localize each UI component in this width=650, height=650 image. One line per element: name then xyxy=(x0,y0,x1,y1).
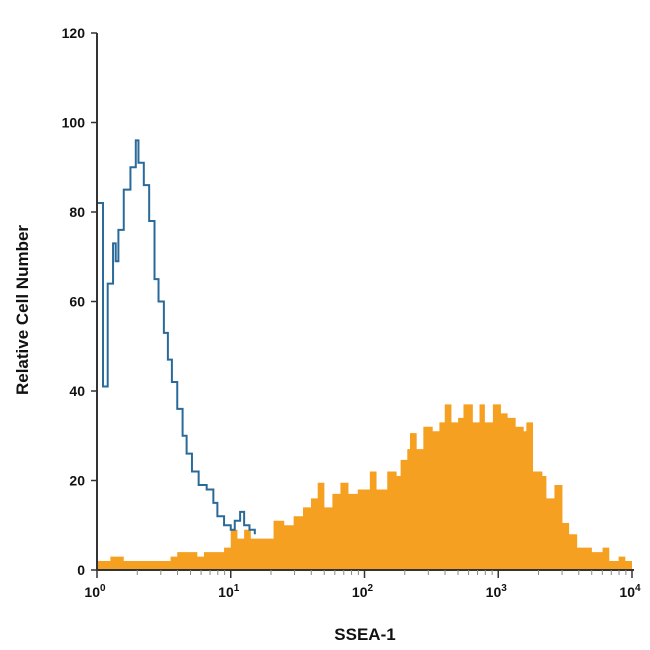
y-tick-label: 20 xyxy=(69,473,85,489)
y-tick-label: 120 xyxy=(62,25,86,41)
series-2-area xyxy=(97,404,632,570)
x-tick-label: 103 xyxy=(486,583,508,600)
series-1-line xyxy=(96,139,256,570)
x-tick-label: 100 xyxy=(84,583,106,600)
x-tick-label: 102 xyxy=(352,583,374,600)
y-tick-label: 80 xyxy=(69,204,85,220)
y-tick-label: 100 xyxy=(62,115,86,131)
x-tick-label: 104 xyxy=(619,583,641,600)
y-tick-label: 0 xyxy=(77,562,85,578)
x-axis-label: SSEA-1 xyxy=(334,625,395,644)
y-tick-label: 60 xyxy=(69,294,85,310)
x-tick-label: 101 xyxy=(218,583,240,600)
plot-area xyxy=(96,139,632,570)
y-axis-label: Relative Cell Number xyxy=(13,225,32,395)
y-tick-label: 40 xyxy=(69,383,85,399)
